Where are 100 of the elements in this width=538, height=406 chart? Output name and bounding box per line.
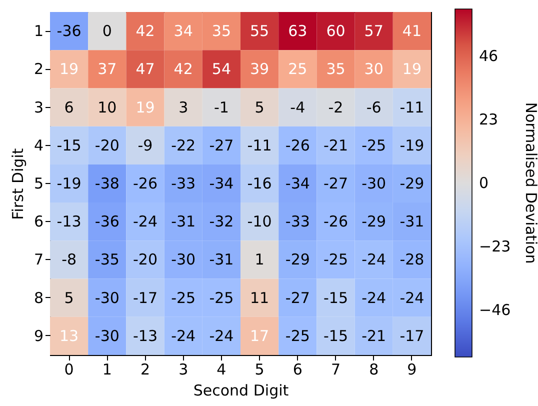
data-label: -30 xyxy=(362,174,386,192)
data-label: -8 xyxy=(62,250,77,269)
data-label: -24 xyxy=(362,250,386,269)
data-label: 63 xyxy=(288,22,308,40)
data-label: -9 xyxy=(138,136,153,154)
data-label: -24 xyxy=(171,326,196,345)
data-label: -25 xyxy=(209,288,234,307)
data-label: -35 xyxy=(94,250,120,269)
data-label: -21 xyxy=(324,136,348,154)
data-label: 55 xyxy=(250,22,270,40)
data-label: -34 xyxy=(209,174,234,192)
data-label: -25 xyxy=(362,136,386,154)
y-tick-label: 2 xyxy=(34,60,44,78)
x-tick-label: 6 xyxy=(292,360,302,378)
data-label: -16 xyxy=(247,174,272,192)
data-label: -4 xyxy=(290,98,306,116)
data-label: -19 xyxy=(400,136,424,154)
data-label: -38 xyxy=(94,174,120,192)
data-label: 47 xyxy=(136,60,155,78)
y-tick-label: 7 xyxy=(34,250,44,269)
data-label: 10 xyxy=(98,98,117,116)
data-label: 5 xyxy=(64,288,74,307)
data-label: 13 xyxy=(60,326,79,345)
data-label: 1 xyxy=(254,250,264,269)
data-label: -30 xyxy=(94,326,120,345)
color-bar-label: −23 xyxy=(479,238,511,256)
data-label: 25 xyxy=(288,60,308,78)
y-tick-label: 9 xyxy=(34,326,44,345)
data-label: 19 xyxy=(136,98,155,116)
data-label: -31 xyxy=(171,212,196,231)
color-bar-label: 0 xyxy=(479,174,489,192)
data-label: -24 xyxy=(133,212,158,231)
data-label: 57 xyxy=(364,22,384,40)
data-label: -11 xyxy=(400,98,424,116)
data-label: -30 xyxy=(94,288,120,307)
data-label: 39 xyxy=(250,60,270,78)
data-label: 54 xyxy=(212,60,231,78)
data-label: 6 xyxy=(64,98,74,116)
data-label: -20 xyxy=(94,136,120,154)
data-label: -15 xyxy=(324,326,348,345)
data-label: -24 xyxy=(400,288,424,307)
x-tick-label: 0 xyxy=(64,360,74,378)
color-bar-label: −46 xyxy=(479,301,511,320)
data-label: -34 xyxy=(285,174,310,192)
data-label: -17 xyxy=(400,326,424,345)
x-tick-label: 8 xyxy=(369,360,379,378)
data-label: 60 xyxy=(326,22,346,40)
data-label: -29 xyxy=(362,212,386,231)
y-axis-title: First Digit xyxy=(8,148,27,220)
data-label: -33 xyxy=(171,174,196,192)
data-label: 41 xyxy=(402,22,422,40)
y-tick-label: 8 xyxy=(34,288,44,307)
data-label: 19 xyxy=(60,60,79,78)
data-label: -15 xyxy=(324,288,348,307)
data-label: -26 xyxy=(133,174,158,192)
y-tick-label: 1 xyxy=(34,22,44,40)
data-label: -27 xyxy=(285,288,310,307)
data-label: -17 xyxy=(133,288,158,307)
data-label: -13 xyxy=(133,326,158,345)
data-label: 42 xyxy=(174,60,193,78)
data-label: 19 xyxy=(402,60,422,78)
x-tick-label: 5 xyxy=(254,360,264,378)
data-label: -30 xyxy=(171,250,196,269)
y-tick-label: 5 xyxy=(34,174,44,192)
data-label: -29 xyxy=(400,174,424,192)
data-label: -25 xyxy=(285,326,310,345)
color-bar-label: 23 xyxy=(479,110,498,128)
data-label: 42 xyxy=(136,22,155,40)
data-label: 17 xyxy=(250,326,270,345)
data-label: -13 xyxy=(56,212,82,231)
data-label: 35 xyxy=(212,22,231,40)
data-label: 3 xyxy=(178,98,188,116)
x-tick-label: 2 xyxy=(140,360,150,378)
data-label: -25 xyxy=(171,288,196,307)
data-label: -2 xyxy=(328,98,344,116)
y-tick-label: 6 xyxy=(34,212,44,231)
data-label: -19 xyxy=(56,174,82,192)
color-bar-label: 46 xyxy=(479,46,498,65)
data-label: -32 xyxy=(209,212,234,231)
x-tick-label: 3 xyxy=(178,360,188,378)
x-tick-label: 7 xyxy=(330,360,341,378)
x-axis-title: Second Digit xyxy=(193,382,289,400)
data-label: 0 xyxy=(102,22,112,40)
data-label: -6 xyxy=(366,98,382,116)
data-label: 37 xyxy=(98,60,117,78)
y-tick-label: 3 xyxy=(34,98,44,116)
data-label: -31 xyxy=(209,250,234,269)
data-label: 30 xyxy=(364,60,384,78)
data-label: -21 xyxy=(362,326,386,345)
data-label: 35 xyxy=(326,60,346,78)
data-label: -20 xyxy=(133,250,158,269)
data-label: 34 xyxy=(174,22,193,40)
data-label: -33 xyxy=(285,212,310,231)
x-tick-label: 9 xyxy=(407,360,417,378)
data-label: -10 xyxy=(247,212,272,231)
data-label: -26 xyxy=(324,212,348,231)
data-label: -15 xyxy=(56,136,82,154)
data-label: -36 xyxy=(56,22,82,40)
data-label: 5 xyxy=(254,98,264,116)
x-tick-label: 4 xyxy=(216,360,226,378)
